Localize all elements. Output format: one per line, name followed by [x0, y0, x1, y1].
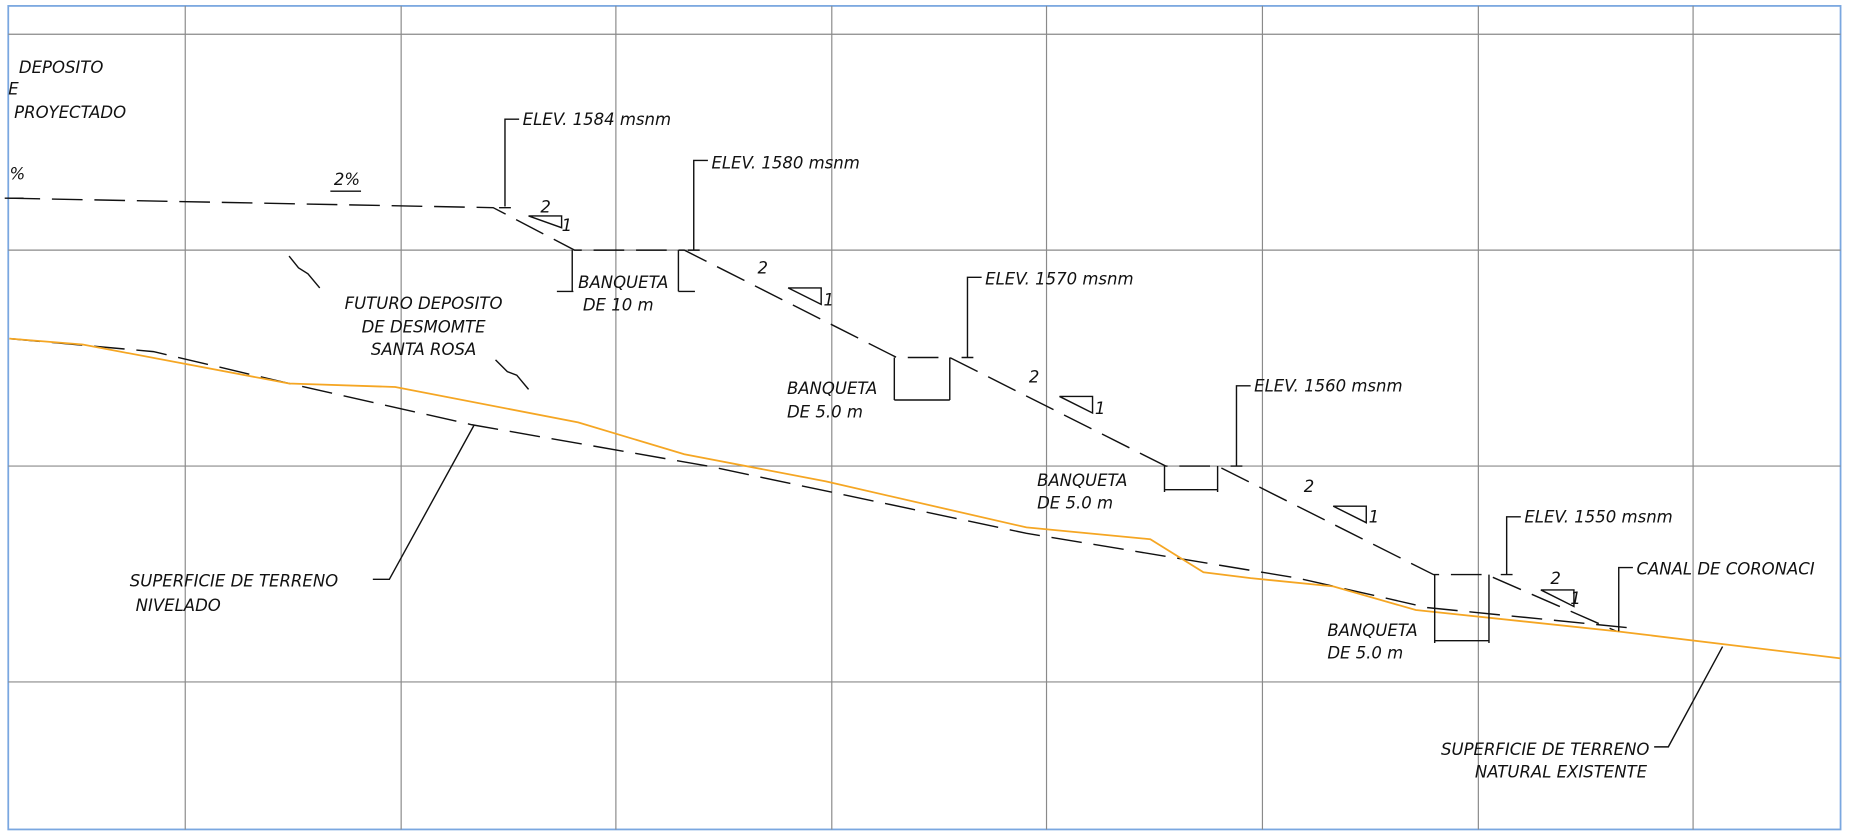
banqueta-width: DE 5.0 m: [787, 403, 863, 422]
note-line: SUPERFICIE DE TERRENO: [1441, 740, 1649, 759]
grade-label: %: [9, 164, 25, 183]
slope-run: 1: [1369, 508, 1380, 527]
note-line: DEPOSITO: [19, 58, 103, 77]
banqueta-width: DE 10 m: [583, 295, 654, 314]
banqueta-label: BANQUETA: [787, 379, 877, 398]
leaders: [4, 118, 1724, 748]
note-line: PROYECTADO: [14, 103, 126, 122]
grid: [7, 5, 1842, 831]
canal-label: CANAL DE CORONACI: [1636, 560, 1814, 579]
elevation-label: ELEV. 1570 msnm: [985, 269, 1133, 288]
slope-run: 1: [1095, 399, 1106, 418]
elevation-label: ELEV. 1560 msnm: [1254, 377, 1402, 396]
slope-run: 1: [1570, 589, 1581, 608]
note-line: NATURAL EXISTENTE: [1475, 763, 1648, 782]
slope-rise: 2: [1550, 569, 1561, 588]
slope-rise: 2: [1029, 367, 1040, 386]
note-line: SUPERFICIE DE TERRENO: [130, 571, 338, 590]
elevation-label: ELEV. 1580 msnm: [711, 154, 859, 173]
banqueta-label: BANQUETA: [1037, 471, 1127, 490]
elevation-label: ELEV. 1550 msnm: [1524, 508, 1672, 527]
grade-label: 2%: [334, 170, 360, 189]
note-line: NIVELADO: [136, 596, 221, 615]
note-line: SANTA ROSA: [371, 340, 476, 359]
slope-rise: 2: [757, 259, 768, 278]
slope-triangles: [528, 215, 1575, 608]
banqueta-width: DE 5.0 m: [1327, 643, 1403, 662]
banqueta-width: DE 5.0 m: [1037, 494, 1113, 513]
slope-run: 1: [824, 291, 835, 310]
note-line: E: [8, 79, 19, 98]
note-line: DE DESMOMTE: [362, 318, 487, 337]
banqueta-label: BANQUETA: [578, 273, 668, 292]
elevation-label: ELEV. 1584 msnm: [523, 110, 671, 129]
slope-rise: 2: [540, 197, 551, 216]
banqueta-label: BANQUETA: [1327, 621, 1417, 640]
labels: DEPOSITO E PROYECTADO % 2% ELEV. 1584 ms…: [8, 58, 1815, 781]
note-line: FUTURO DEPOSITO: [345, 294, 503, 313]
slope-rise: 2: [1304, 477, 1315, 496]
profiles: [9, 197, 1841, 660]
slope-run: 1: [562, 216, 573, 235]
